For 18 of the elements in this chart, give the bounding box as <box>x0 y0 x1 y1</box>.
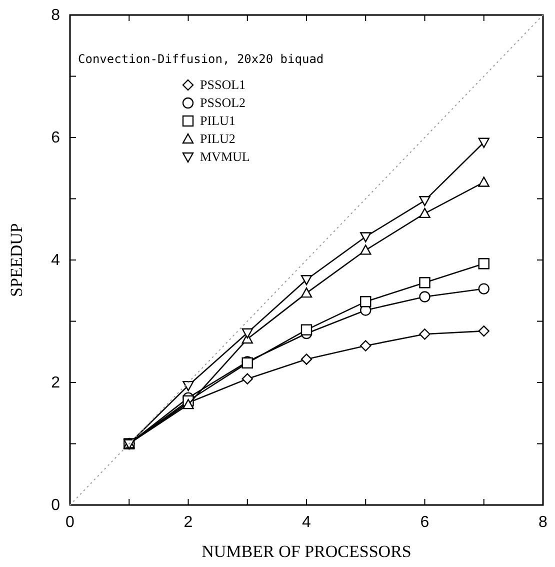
legend-title: Convection-Diffusion, 20x20 biquad <box>78 52 324 66</box>
x-tick-label: 8 <box>538 514 548 531</box>
legend-label: PSSOL2 <box>200 95 246 110</box>
x-tick-label: 0 <box>66 514 75 531</box>
y-tick-label: 8 <box>51 7 60 24</box>
y-axis-title: SPEEDUP <box>7 223 26 297</box>
y-tick-label: 2 <box>51 374 60 392</box>
y-tick-label: 0 <box>51 497 60 514</box>
y-tick-label: 4 <box>51 252 60 269</box>
legend-label: MVMUL <box>200 149 250 164</box>
x-axis-title: NUMBER OF PROCESSORS <box>202 542 412 561</box>
legend-label: PILU1 <box>200 113 236 128</box>
x-tick-label: 4 <box>302 514 312 531</box>
legend-label: PILU2 <box>200 131 236 146</box>
legend-label: PSSOL1 <box>200 77 246 92</box>
x-tick-label: 6 <box>420 514 430 531</box>
y-tick-label: 6 <box>51 130 60 146</box>
x-tick-label: 2 <box>184 514 193 531</box>
